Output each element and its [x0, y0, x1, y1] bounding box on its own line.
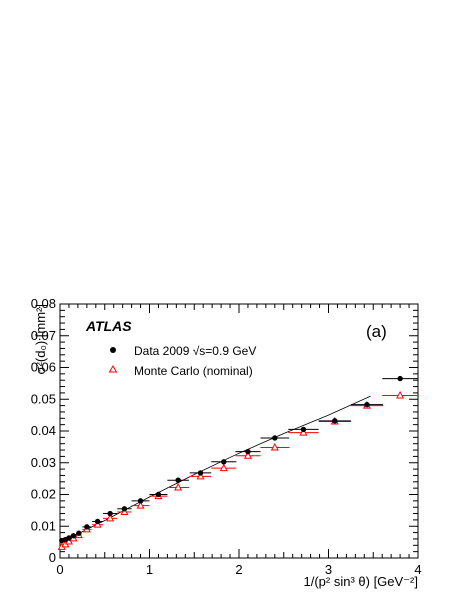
x-tick-label: 0 [56, 562, 63, 577]
mc-point [174, 482, 183, 491]
mc-point [270, 442, 279, 451]
mc-point [196, 471, 205, 480]
data-point [221, 459, 227, 465]
y-tick-label: 0.07 [31, 328, 56, 343]
y-tick-label: 0.04 [31, 423, 56, 438]
x-ticks: 0 1 2 3 4 [56, 304, 422, 577]
data-point [197, 470, 204, 476]
data-point [94, 518, 101, 525]
mc-point [106, 513, 115, 522]
legend: Data 2009 √s=0.9 GeV Monte Carlo (nomina… [108, 344, 256, 378]
x-axis-title: 1/(p² sin³ θ) [GeV⁻²] [304, 574, 419, 589]
data-point [332, 418, 338, 424]
mc-point [219, 463, 228, 472]
data-point [397, 375, 403, 382]
legend-mc-marker [108, 365, 118, 373]
panel-label: (a) [366, 322, 387, 341]
data-point [137, 498, 144, 504]
experiment-label: ATLAS [85, 318, 132, 334]
y-tick-label: 0 [49, 550, 56, 565]
data-point [300, 426, 307, 433]
data-series [59, 375, 418, 544]
plot-frame [59, 303, 419, 559]
mc-series [57, 390, 418, 550]
y-tick-label: 0.02 [31, 487, 56, 502]
x-tick-label: 1 [146, 562, 153, 577]
data-point [76, 530, 82, 536]
data-point [66, 535, 72, 541]
data-point [272, 435, 278, 441]
data-point [70, 533, 77, 539]
y-axis-title: σ²(d₀) [mm²] [33, 304, 48, 374]
x-tick-label: 4 [414, 562, 421, 577]
y-tick-label: 0.06 [31, 360, 56, 375]
data-point [84, 524, 90, 530]
data-point [245, 448, 251, 455]
data-point [107, 510, 113, 517]
mc-point [136, 501, 145, 509]
data-point [175, 477, 181, 483]
legend-mc-label: Monte Carlo (nominal) [134, 364, 253, 378]
mc-point [396, 390, 405, 399]
y-tick-label: 0.01 [31, 518, 56, 533]
data-point [155, 491, 162, 498]
y-tick-label: 0.08 [31, 296, 56, 311]
mc-point [243, 451, 252, 459]
y-tick-label: 0.03 [31, 455, 56, 470]
data-point [121, 506, 128, 512]
legend-data-marker [110, 347, 116, 353]
x-tick-label: 2 [235, 562, 242, 577]
y-ticks: 0 0.01 0.02 0.03 0.04 0.05 0.06 0.07 0.08 [31, 296, 418, 565]
x-tick-label: 3 [325, 562, 332, 577]
data-point [364, 401, 370, 408]
y-tick-label: 0.05 [31, 391, 56, 406]
legend-data-label: Data 2009 √s=0.9 GeV [134, 344, 256, 358]
